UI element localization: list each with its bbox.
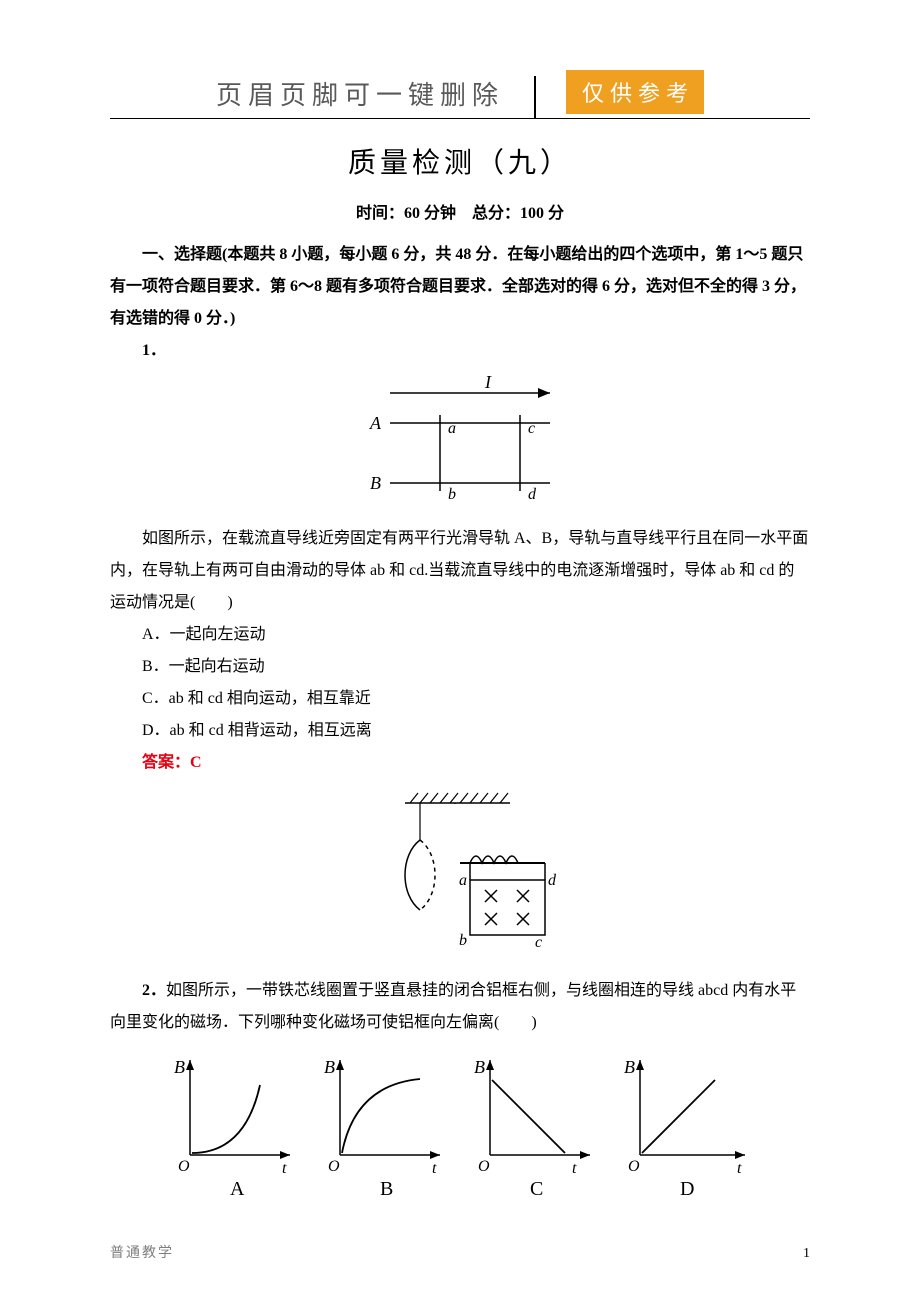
q1-option-c: C．ab 和 cd 相向运动，相互靠近 [110, 683, 810, 715]
gD-O: O [628, 1158, 640, 1175]
q1-stem: 如图所示，在载流直导线近旁固定有两平行光滑导轨 A、B，导轨与直导线平行且在同一… [110, 523, 810, 619]
q2-label-c: c [535, 934, 542, 951]
q2-graphs-svg: B O t A B O t B B O t C B O t D [150, 1045, 770, 1205]
gD-x: t [737, 1160, 742, 1177]
gD-y: B [624, 1057, 635, 1077]
header-text: 页眉页脚可一键删除 [216, 75, 504, 118]
gA-O: O [178, 1158, 190, 1175]
q1-label-a: a [448, 420, 456, 437]
gA-y: B [174, 1057, 185, 1077]
gB-O: O [328, 1158, 340, 1175]
gB-label: B [380, 1178, 393, 1200]
q2-stem: 2．如图所示，一带铁芯线圈置于竖直悬挂的闭合铝框右侧，与线圈相连的导线 abcd… [110, 975, 810, 1039]
page-header: 页眉页脚可一键删除 仅供参考 [110, 70, 810, 119]
header-badge: 仅供参考 [566, 70, 704, 114]
q1-figure: I A B a b c d [110, 373, 810, 513]
section-instructions: 一、选择题(本题共 8 小题，每小题 6 分，共 48 分．在每小题给出的四个选… [110, 239, 810, 335]
gB-y: B [324, 1057, 335, 1077]
q1-label-A: A [369, 413, 382, 433]
q1-label-b: b [448, 486, 456, 503]
gD-label: D [680, 1178, 694, 1200]
gC-label: C [530, 1178, 543, 1200]
q1-option-d: D．ab 和 cd 相背运动，相互远离 [110, 715, 810, 747]
q2-label-a: a [459, 872, 467, 889]
header-divider [534, 76, 536, 118]
q1-label-c: c [528, 420, 535, 437]
page-title: 质量检测（九） [110, 141, 810, 181]
q2-label-d: d [548, 872, 557, 889]
gA-label: A [230, 1178, 245, 1200]
q1-answer: 答案：C [110, 747, 810, 779]
gB-x: t [432, 1160, 437, 1177]
gC-O: O [478, 1158, 490, 1175]
footer-page-number: 1 [803, 1246, 810, 1262]
page-subtitle: 时间：60 分钟 总分：100 分 [110, 199, 810, 223]
footer-left: 普通教学 [110, 1242, 174, 1262]
q1-label-d: d [528, 486, 537, 503]
q1-option-a: A．一起向左运动 [110, 619, 810, 651]
q1-option-b: B．一起向右运动 [110, 651, 810, 683]
gC-x: t [572, 1160, 577, 1177]
q1-label-I: I [484, 373, 492, 392]
q1-label-B: B [370, 473, 381, 493]
gA-x: t [282, 1160, 287, 1177]
gC-y: B [474, 1057, 485, 1077]
q1-diagram-svg: I A B a b c d [330, 373, 590, 513]
q2-diagram-svg: a d b c [350, 785, 570, 965]
q2-label-b: b [459, 932, 467, 949]
q1-number: 1． [110, 335, 810, 367]
q2-figure: a d b c [110, 785, 810, 965]
q2-graphs: B O t A B O t B B O t C B O t D [110, 1045, 810, 1205]
